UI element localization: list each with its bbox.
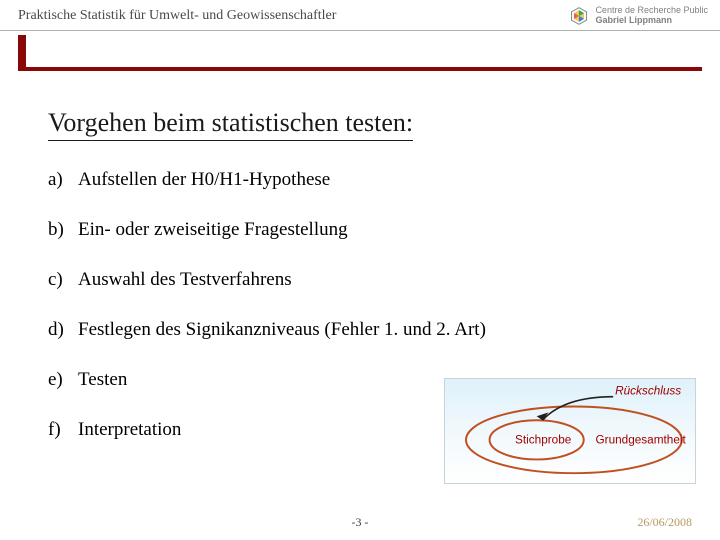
list-text: Auswahl des Testverfahrens (78, 269, 292, 291)
slide: Praktische Statistik für Umwelt- und Geo… (0, 0, 720, 540)
list-item: c)Auswahl des Testverfahrens (48, 269, 678, 291)
accent-bar-horizontal (18, 67, 702, 71)
logo-text: Centre de Recherche Public Gabriel Lippm… (595, 6, 708, 26)
list-text: Testen (78, 369, 127, 391)
list-marker: c) (48, 269, 78, 291)
footer-date: 26/06/2008 (637, 515, 692, 530)
diagram-title-label: Rückschluss (615, 385, 681, 398)
list-marker: e) (48, 369, 78, 391)
list-text: Aufstellen der H0/H1-Hypothese (78, 169, 330, 191)
list-marker: f) (48, 419, 78, 441)
list-text: Interpretation (78, 419, 181, 441)
list-marker: d) (48, 319, 78, 341)
header: Praktische Statistik für Umwelt- und Geo… (0, 0, 720, 31)
diagram-svg: Stichprobe Grundgesamtheit Rückschluss (445, 379, 695, 483)
logo-line2: Gabriel Lippmann (595, 16, 708, 26)
list-item: a)Aufstellen der H0/H1-Hypothese (48, 169, 678, 191)
list-text: Ein- oder zweiseitige Fragestellung (78, 219, 348, 241)
header-course-title: Praktische Statistik für Umwelt- und Geo… (18, 8, 336, 24)
list-marker: a) (48, 169, 78, 191)
logo-hexagon-icon (569, 6, 589, 26)
diagram-inner-label: Stichprobe (515, 434, 572, 447)
footer-page-number: -3 - (352, 515, 369, 530)
accent-bar-vertical (18, 35, 26, 71)
list-item: b)Ein- oder zweiseitige Fragestellung (48, 219, 678, 241)
list-item: d)Festlegen des Signikanzniveaus (Fehler… (48, 319, 678, 341)
diagram-outer-label: Grundgesamtheit (596, 434, 687, 447)
header-logo: Centre de Recherche Public Gabriel Lippm… (569, 6, 708, 26)
inference-diagram: Stichprobe Grundgesamtheit Rückschluss (444, 378, 696, 484)
slide-heading: Vorgehen beim statistischen testen: (48, 108, 413, 141)
list-marker: b) (48, 219, 78, 241)
list-text: Festlegen des Signikanzniveaus (Fehler 1… (78, 319, 486, 341)
